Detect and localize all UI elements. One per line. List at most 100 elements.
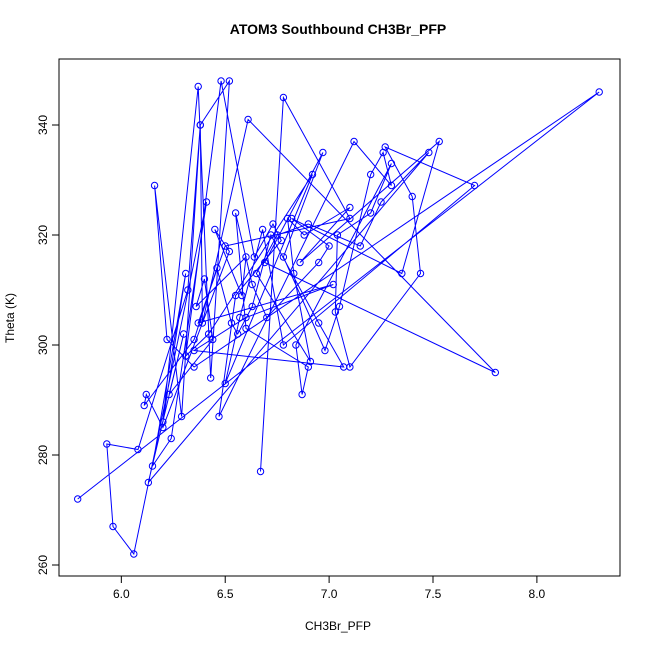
series-line (77, 79, 600, 556)
data-point (221, 379, 229, 388)
data-point (190, 335, 198, 344)
y-axis: 260 280 300 320 340 (36, 115, 60, 575)
data-point (300, 231, 308, 239)
data-point (206, 374, 215, 382)
data-point (242, 253, 250, 261)
y-tick-label: 340 (36, 115, 50, 135)
data-point (290, 269, 298, 278)
data-point (177, 412, 186, 421)
y-tick-label: 260 (36, 555, 50, 575)
data-point (595, 88, 603, 96)
data-point (200, 275, 209, 283)
data-point (325, 242, 333, 250)
data-point (491, 368, 500, 377)
data-point (356, 242, 364, 250)
data-point (74, 495, 82, 503)
data-point (192, 302, 200, 311)
data-point (194, 319, 202, 327)
data-point (350, 137, 358, 146)
data-point (184, 286, 192, 294)
data-point (346, 214, 354, 223)
data-point (134, 445, 142, 454)
data-point (250, 253, 259, 261)
data-point (381, 143, 389, 151)
data-point (377, 198, 385, 206)
data-point (366, 209, 375, 217)
data-point (298, 390, 306, 399)
data-point (292, 341, 300, 349)
data-point (306, 357, 315, 366)
data-point (346, 203, 354, 212)
data-point (190, 346, 198, 355)
data-point (140, 401, 148, 410)
data-point (398, 269, 406, 278)
data-point (103, 440, 111, 448)
data-point (213, 264, 221, 272)
data-point (331, 308, 340, 316)
data-point (269, 220, 277, 228)
data-point (227, 319, 236, 327)
data-point (408, 192, 416, 201)
x-axis-label: CH3Br_PFP (305, 619, 371, 633)
data-point (238, 291, 246, 300)
data-point (267, 231, 275, 239)
data-point (256, 467, 265, 476)
x-tick-label: 7.5 (425, 587, 442, 601)
data-point (263, 313, 271, 322)
data-point (165, 390, 173, 399)
chart-title: ATOM3 Southbound CH3Br_PFP (230, 21, 446, 37)
x-tick-label: 7.0 (321, 587, 338, 601)
data-point (204, 330, 213, 338)
data-point (142, 390, 150, 399)
data-point (315, 319, 323, 327)
y-tick-label: 300 (36, 335, 50, 355)
data-point (244, 115, 252, 124)
data-point (196, 121, 204, 129)
data-point (470, 181, 479, 190)
data-point (179, 330, 188, 338)
y-tick-label: 280 (36, 445, 50, 465)
data-point (319, 148, 327, 157)
data-point (283, 214, 292, 223)
data-point (387, 159, 396, 168)
plot-frame (58, 58, 621, 577)
data-point (225, 247, 234, 256)
data-point (366, 170, 375, 179)
x-axis: 6.0 6.5 7.0 7.5 8.0 (113, 575, 546, 601)
y-tick-label: 320 (36, 225, 50, 245)
data-point (288, 214, 296, 223)
data-point (296, 258, 304, 267)
data-point (321, 346, 329, 355)
data-point (416, 269, 425, 278)
data-point (277, 236, 286, 245)
y-axis-label: Theta (K) (3, 293, 17, 343)
data-point (159, 423, 167, 432)
data-layer (74, 77, 603, 558)
data-point (248, 302, 256, 311)
data-point (190, 363, 198, 371)
data-point (339, 363, 348, 371)
data-point (211, 225, 219, 234)
data-point (279, 93, 288, 102)
data-point (217, 77, 225, 85)
data-point (435, 137, 443, 146)
data-point (333, 231, 342, 239)
data-point (159, 418, 167, 426)
x-tick-label: 6.5 (217, 587, 234, 601)
data-point (182, 269, 190, 278)
data-point (144, 478, 153, 487)
data-point (109, 522, 117, 531)
data-point (279, 341, 288, 349)
data-point (387, 181, 396, 190)
data-point (231, 209, 240, 217)
data-point (225, 77, 234, 85)
data-point (202, 198, 211, 206)
data-point (335, 302, 344, 311)
data-point (308, 170, 317, 179)
data-point (209, 335, 217, 344)
data-point (198, 319, 207, 327)
data-point (233, 330, 242, 338)
data-point (315, 258, 323, 267)
data-point (215, 412, 223, 421)
data-point (261, 258, 269, 267)
